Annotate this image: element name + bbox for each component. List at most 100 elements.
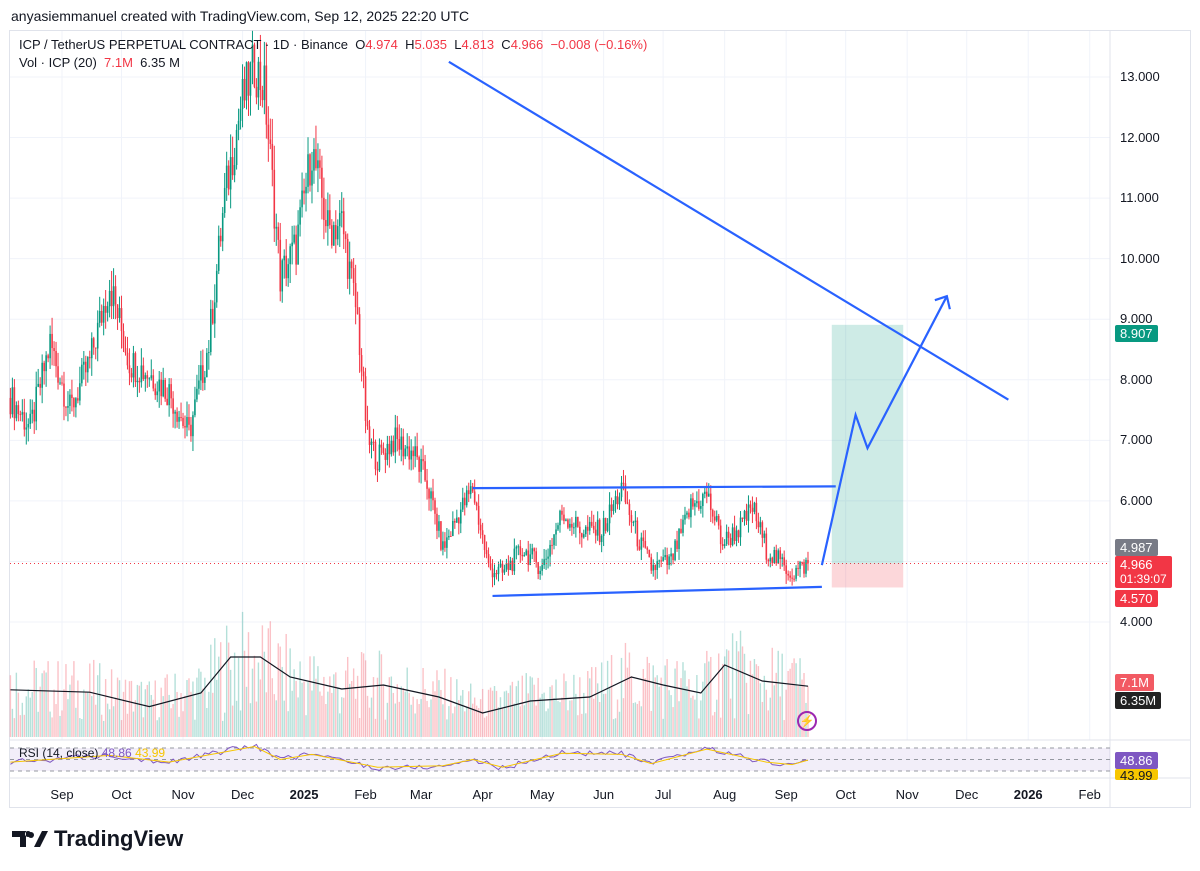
candle-body: [598, 519, 601, 543]
candle-body: [13, 387, 16, 419]
volume-bar: [630, 676, 633, 737]
candle-body: [668, 556, 670, 566]
volume-bar: [148, 681, 150, 737]
candle-body: [662, 557, 664, 562]
volume-bar: [410, 704, 412, 737]
target-price-tag: 8.907: [1115, 325, 1158, 342]
volume-bar: [335, 672, 337, 737]
candle-body: [584, 526, 587, 535]
tradingview-logo-icon: [12, 831, 48, 847]
candle-body: [325, 220, 327, 227]
candle-body: [529, 554, 532, 565]
candle-body: [444, 541, 446, 548]
candle-body: [596, 519, 599, 536]
volume-bar: [190, 691, 192, 737]
volume-bar: [253, 655, 256, 737]
volume-bar: [785, 689, 787, 737]
volume-bar: [388, 677, 391, 737]
volume-bar: [460, 695, 462, 737]
time-axis-label: Feb: [1078, 787, 1101, 802]
candle-body: [463, 497, 466, 506]
candle-body: [83, 361, 85, 365]
candle-body: [313, 149, 315, 171]
candle-body: [696, 501, 698, 504]
volume-bar: [41, 673, 43, 737]
candle-body: [456, 517, 458, 523]
volume-bar: [672, 707, 674, 737]
volume-bar: [249, 703, 252, 737]
candle-body: [757, 521, 760, 528]
candle-body: [688, 512, 690, 518]
volume-bar: [382, 685, 385, 737]
volume-bar: [239, 710, 242, 737]
candle-body: [684, 514, 686, 520]
candle-body: [406, 446, 409, 449]
volume-bar: [356, 675, 359, 737]
candle-body: [505, 563, 508, 570]
candle-body: [168, 384, 170, 406]
candle-body: [491, 568, 494, 578]
candle-body: [160, 379, 162, 397]
volume-bar: [102, 720, 105, 737]
high-price-tag: 4.987: [1115, 539, 1158, 556]
candle-body: [243, 78, 246, 101]
volume-bar: [114, 697, 117, 737]
candle-body: [575, 516, 577, 528]
candle-body: [162, 379, 164, 397]
volume-bar: [61, 710, 63, 737]
candle-body: [729, 537, 732, 546]
volume-bar: [656, 675, 658, 737]
candle-body: [178, 416, 180, 422]
candle-body: [122, 331, 125, 349]
candle-body: [376, 469, 379, 471]
candle-body: [291, 242, 293, 247]
candle-body: [241, 78, 244, 109]
candle-body: [63, 383, 65, 407]
candle-body: [390, 440, 393, 455]
volume-bar: [408, 692, 410, 737]
volume-bar: [428, 707, 430, 737]
candle-body: [327, 210, 329, 227]
volume-bar: [303, 681, 305, 737]
candle-body: [709, 493, 712, 511]
volume-bar: [21, 702, 24, 737]
volume-bar: [309, 656, 311, 737]
volume-bar: [761, 701, 764, 737]
volume-bar: [700, 700, 702, 737]
candle-body: [442, 541, 444, 550]
price-axis-label: 9.000: [1120, 311, 1153, 327]
candle-body: [247, 62, 250, 96]
time-axis-label: May: [529, 787, 555, 802]
candle-body: [366, 420, 369, 427]
lightning-icon[interactable]: ⚡: [797, 711, 817, 731]
candle-body: [549, 544, 551, 557]
candle-body: [61, 382, 63, 384]
candle-body: [21, 412, 24, 415]
volume-bar: [795, 663, 797, 737]
projection-path: [820, 295, 948, 566]
volume-bar: [593, 698, 595, 737]
candle-body: [614, 496, 617, 505]
volume-bar: [759, 683, 762, 737]
candle-body: [450, 535, 452, 537]
candle-body: [146, 375, 149, 379]
candle-body: [281, 260, 284, 292]
candle-body: [102, 305, 105, 323]
rsi-label[interactable]: RSI (14, close): [19, 746, 99, 760]
volume-bar: [485, 716, 488, 737]
candle-body: [225, 165, 228, 188]
volume-tag: 7.1M: [1115, 674, 1154, 691]
candle-body: [561, 510, 563, 515]
volume-bar: [585, 713, 587, 737]
volume-bar: [668, 690, 670, 737]
volume-label[interactable]: Vol · ICP (20): [19, 55, 97, 70]
volume-bar: [674, 668, 676, 737]
candle-body: [430, 491, 432, 499]
candle-body: [618, 497, 621, 505]
volume-bar: [426, 700, 428, 737]
candle-body: [592, 525, 595, 530]
change-value: −0.008 (−0.16%): [550, 37, 648, 52]
symbol-title[interactable]: ICP / TetherUS PERPETUAL CONTRACT · 1D ·…: [19, 37, 348, 52]
candle-body: [517, 546, 520, 548]
